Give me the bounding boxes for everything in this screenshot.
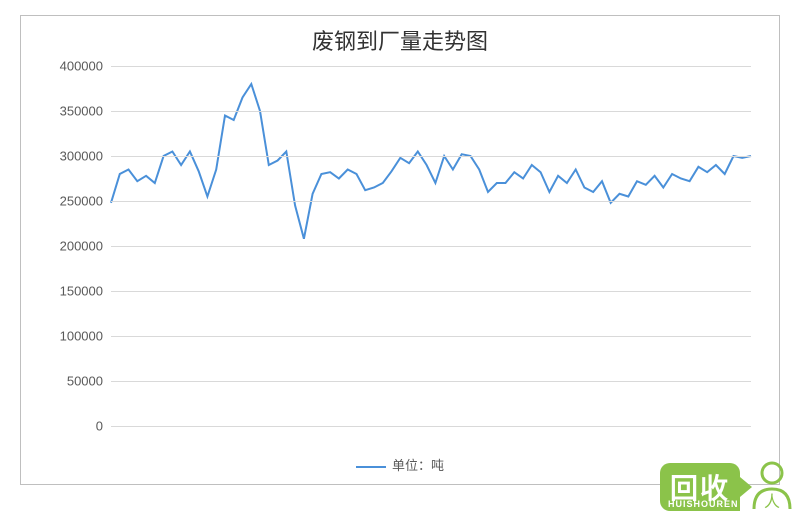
watermark-person-icon: 人 <box>744 459 800 515</box>
watermark-badge: 回收 HUISHOUREN <box>660 463 740 511</box>
grid-line <box>111 201 751 202</box>
y-axis-label: 400000 <box>33 59 103 74</box>
grid-line <box>111 381 751 382</box>
grid-line <box>111 336 751 337</box>
grid-line <box>111 66 751 67</box>
y-axis-label: 50000 <box>33 374 103 389</box>
y-axis-label: 100000 <box>33 329 103 344</box>
grid-line <box>111 246 751 247</box>
y-axis-label: 0 <box>33 419 103 434</box>
grid-line <box>111 426 751 427</box>
watermark-subtext: HUISHOUREN <box>668 499 739 509</box>
data-series-line <box>111 84 751 239</box>
chart-title: 废钢到厂量走势图 <box>21 16 779 60</box>
plot-area: 0500001000001500002000002500003000003500… <box>111 66 751 426</box>
legend-label: 单位：吨 <box>392 458 444 473</box>
grid-line <box>111 111 751 112</box>
chart-container: 废钢到厂量走势图 0500001000001500002000002500003… <box>20 15 780 485</box>
watermark: 回收 HUISHOUREN 人 <box>660 459 800 515</box>
y-axis-label: 200000 <box>33 239 103 254</box>
y-axis-label: 350000 <box>33 104 103 119</box>
legend-swatch <box>356 466 386 468</box>
y-axis-label: 300000 <box>33 149 103 164</box>
y-axis-label: 150000 <box>33 284 103 299</box>
y-axis-label: 250000 <box>33 194 103 209</box>
grid-line <box>111 291 751 292</box>
grid-line <box>111 156 751 157</box>
watermark-person-text: 人 <box>764 493 780 511</box>
